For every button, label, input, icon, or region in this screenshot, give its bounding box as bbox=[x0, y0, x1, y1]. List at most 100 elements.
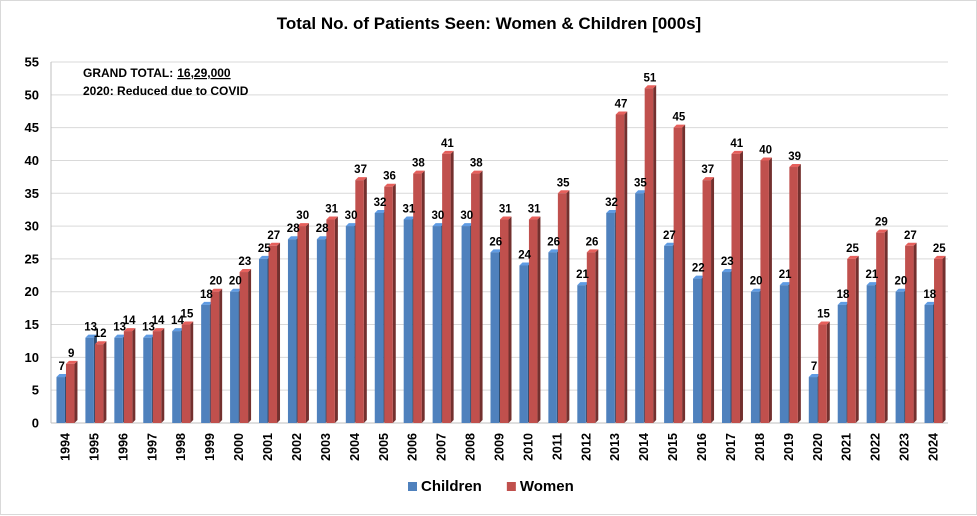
data-label-children: 7 bbox=[811, 361, 817, 373]
chart-title: Total No. of Patients Seen: Women & Chil… bbox=[277, 14, 701, 33]
bar-top bbox=[606, 209, 618, 213]
x-tick-label: 2023 bbox=[898, 433, 912, 461]
bar-front bbox=[259, 258, 268, 423]
bar-front bbox=[500, 219, 509, 423]
bar-top bbox=[201, 301, 213, 305]
bar-front bbox=[210, 291, 220, 423]
bar-top bbox=[94, 341, 107, 345]
grand-total-value: 16,29,000 bbox=[177, 66, 231, 80]
bar-women bbox=[268, 242, 281, 423]
bar-top bbox=[924, 301, 937, 305]
data-label-women: 47 bbox=[615, 99, 628, 111]
data-label-children: 23 bbox=[721, 256, 734, 268]
bar-front bbox=[345, 226, 355, 423]
legend-swatch bbox=[506, 482, 516, 491]
bar-front bbox=[490, 252, 499, 423]
legend-label: Children bbox=[421, 478, 482, 495]
bar-top bbox=[384, 183, 396, 187]
data-label-women: 25 bbox=[933, 243, 946, 255]
bar-top bbox=[731, 150, 743, 154]
bar-women bbox=[239, 269, 252, 423]
bar-front bbox=[586, 252, 596, 423]
bar-women bbox=[615, 111, 628, 423]
bar-front bbox=[577, 285, 586, 423]
bar-top bbox=[818, 321, 830, 325]
covid-note: 2020: Reduced due to COVID bbox=[83, 84, 249, 98]
bar-top bbox=[210, 288, 223, 292]
bar-women bbox=[65, 360, 78, 423]
bar-top bbox=[577, 282, 589, 286]
data-label-children: 30 bbox=[460, 210, 473, 222]
bar-side bbox=[334, 216, 338, 423]
data-label-children: 30 bbox=[345, 210, 358, 222]
bar-top bbox=[230, 288, 242, 292]
bar-front bbox=[847, 258, 856, 423]
bar-front bbox=[693, 278, 702, 423]
bar-front bbox=[673, 127, 683, 424]
bar-top bbox=[905, 242, 917, 246]
bar-side bbox=[884, 229, 888, 423]
bar-top bbox=[760, 157, 772, 161]
bar-side bbox=[190, 321, 194, 423]
bar-side bbox=[653, 85, 657, 423]
data-label-children: 21 bbox=[779, 269, 792, 281]
data-label-women: 15 bbox=[181, 309, 194, 321]
data-label-women: 37 bbox=[354, 164, 367, 176]
bar-women bbox=[905, 242, 917, 423]
bar-front bbox=[403, 219, 413, 423]
bar-front bbox=[644, 88, 654, 423]
data-label-children: 35 bbox=[634, 177, 647, 189]
bar-top bbox=[519, 262, 531, 266]
bar-front bbox=[760, 160, 769, 424]
x-tick-label: 2018 bbox=[753, 433, 767, 461]
bar-top bbox=[789, 164, 801, 168]
bar-women bbox=[876, 229, 888, 423]
bar-front bbox=[615, 114, 625, 423]
y-axis-ticks: 0 5 10 15 20 25 30 35 40 45 50 55 bbox=[25, 55, 39, 431]
bar-top bbox=[934, 255, 946, 259]
x-tick-label: 2002 bbox=[290, 433, 304, 461]
data-label-children: 21 bbox=[866, 269, 879, 281]
bar-top bbox=[403, 216, 416, 220]
data-label-children: 20 bbox=[750, 276, 763, 288]
data-label-children: 25 bbox=[258, 243, 271, 255]
y-tick-label: 5 bbox=[32, 383, 39, 398]
bar-front bbox=[143, 337, 152, 423]
data-label-women: 23 bbox=[238, 256, 251, 268]
x-tick-label: 1996 bbox=[116, 433, 130, 461]
x-tick-label: 2024 bbox=[927, 433, 941, 461]
x-tick-label: 2012 bbox=[579, 433, 593, 461]
data-label-women: 14 bbox=[152, 315, 165, 327]
bar-front bbox=[557, 193, 567, 423]
y-tick-label: 15 bbox=[25, 317, 39, 332]
x-tick-label: 2022 bbox=[869, 433, 883, 461]
bar-top bbox=[664, 242, 676, 246]
bar-top bbox=[143, 334, 155, 338]
x-tick-label: 2021 bbox=[840, 433, 854, 461]
legend-item-children: Children bbox=[408, 478, 482, 495]
bar-top bbox=[355, 177, 367, 181]
bar-front bbox=[239, 272, 249, 423]
bar-top bbox=[750, 288, 763, 292]
bar-front bbox=[606, 212, 615, 423]
bar-top bbox=[442, 150, 454, 154]
grand-total-label: GRAND TOTAL: 16,29,000 bbox=[83, 66, 231, 80]
bar-side bbox=[797, 164, 801, 423]
bar-front bbox=[172, 331, 181, 423]
bar-women bbox=[384, 183, 396, 423]
bar-top bbox=[808, 374, 821, 378]
x-tick-label: 2019 bbox=[782, 433, 796, 461]
x-tick-label: 2014 bbox=[637, 433, 651, 461]
y-tick-label: 30 bbox=[25, 219, 39, 234]
bar-top bbox=[268, 242, 281, 246]
legend-swatch bbox=[408, 482, 417, 491]
data-label-children: 28 bbox=[316, 223, 329, 235]
bar-front bbox=[731, 153, 740, 423]
bar-top bbox=[490, 249, 502, 253]
data-label-women: 35 bbox=[557, 177, 570, 189]
bar-front bbox=[432, 226, 442, 423]
bar-front bbox=[548, 252, 557, 423]
bar-front bbox=[287, 239, 297, 423]
data-label-women: 12 bbox=[94, 328, 107, 340]
bar-front bbox=[268, 245, 278, 423]
